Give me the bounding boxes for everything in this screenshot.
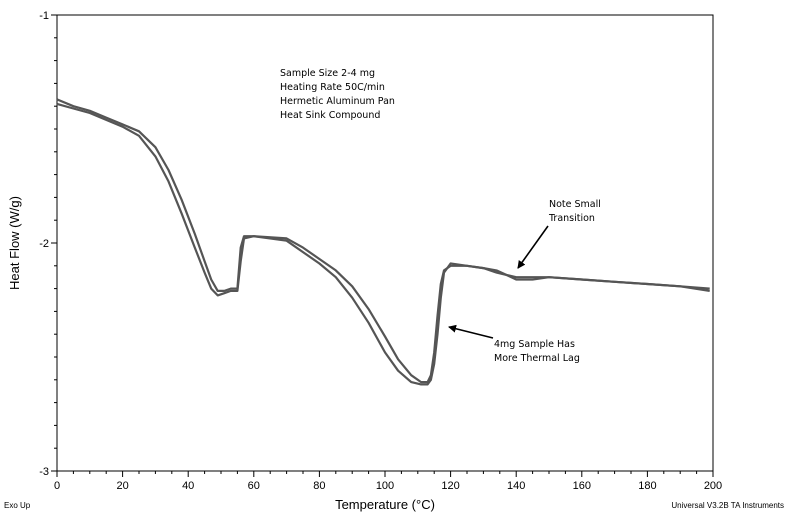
curves [56, 98, 710, 386]
y-tick-label: -3 [39, 466, 49, 478]
x-tick-label: 140 [507, 480, 525, 492]
thermal-lag-annotation: 4mg Sample Has More Thermal Lag [448, 324, 580, 364]
x-tick-label: 100 [376, 480, 394, 492]
x-tick-label: 120 [441, 480, 459, 492]
footer-exo-up: Exo Up [4, 501, 31, 510]
x-tick-label: 200 [704, 480, 722, 492]
y-axis-title: Heat Flow (W/g) [7, 196, 22, 290]
footer-instrument: Universal V3.2B TA Instruments [671, 501, 784, 510]
sample-conditions-annotation: Sample Size 2-4 mg Heating Rate 50C/min … [280, 68, 395, 121]
svg-text:Hermetic Aluminum Pan: Hermetic Aluminum Pan [280, 96, 395, 107]
x-tick-label: 160 [573, 480, 591, 492]
heat-flow-curve-2 [56, 98, 710, 386]
plot-frame [56, 14, 714, 472]
thermal-lag-arrow [448, 324, 494, 339]
x-tick-label: 0 [54, 480, 60, 492]
x-tick-label: 20 [116, 480, 128, 492]
x-tick-label: 60 [248, 480, 260, 492]
svg-text:More Thermal Lag: More Thermal Lag [494, 353, 580, 364]
x-tick-label: 40 [182, 480, 194, 492]
svg-text:Note Small: Note Small [549, 199, 601, 210]
small-transition-annotation: Note Small Transition [517, 199, 601, 269]
svg-text:4mg Sample Has: 4mg Sample Has [494, 339, 575, 350]
x-axis-title: Temperature (°C) [335, 497, 435, 512]
y-tick-label: -1 [39, 10, 49, 22]
svg-text:Heating Rate 50C/min: Heating Rate 50C/min [280, 82, 385, 93]
x-axis-ticks: 0 20 40 60 80 100 120 140 160 180 200 [54, 471, 722, 492]
svg-text:Transition: Transition [548, 213, 595, 224]
x-tick-label: 80 [313, 480, 325, 492]
y-tick-label: -2 [39, 238, 49, 250]
small-transition-arrow [517, 225, 549, 269]
svg-text:Heat Sink Compound: Heat Sink Compound [280, 110, 380, 121]
y-axis-ticks: -1 -2 -3 [39, 10, 57, 478]
x-tick-label: 180 [638, 480, 656, 492]
svg-text:Sample Size 2-4 mg: Sample Size 2-4 mg [280, 68, 375, 79]
